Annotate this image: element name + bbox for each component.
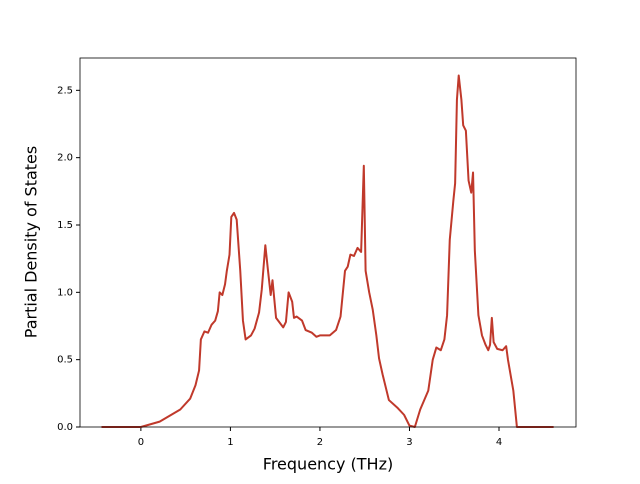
x-tick-label: 4 xyxy=(496,437,502,448)
x-tick-label: 0 xyxy=(138,437,144,448)
x-tick-label: 3 xyxy=(406,437,412,448)
y-tick-label: 1.0 xyxy=(57,287,73,298)
data-line xyxy=(101,74,554,428)
y-tick-label: 0.5 xyxy=(57,355,73,366)
x-tick-label: 2 xyxy=(317,437,323,448)
x-axis-label: Frequency (THz) xyxy=(263,455,393,474)
y-tick-label: 0.0 xyxy=(57,422,73,433)
plot-frame xyxy=(79,57,577,428)
y-tick-label: 2.0 xyxy=(57,153,73,164)
y-axis-label: Partial Density of States xyxy=(22,146,41,338)
x-tick-label: 1 xyxy=(227,437,233,448)
y-tick-label: 2.5 xyxy=(57,85,73,96)
y-tick-label: 1.5 xyxy=(57,220,73,231)
